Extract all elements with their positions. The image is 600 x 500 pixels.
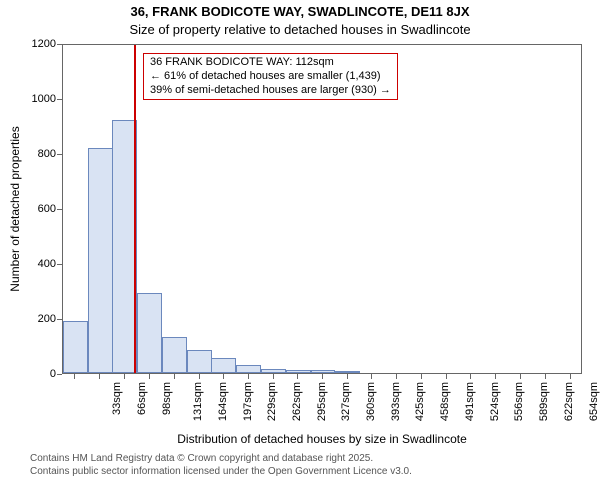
- x-tick-mark: [545, 374, 546, 379]
- x-axis-label: Distribution of detached houses by size …: [62, 432, 582, 446]
- x-tick-label: 458sqm: [439, 382, 451, 421]
- chart-title-line1: 36, FRANK BODICOTE WAY, SWADLINCOTE, DE1…: [0, 4, 600, 19]
- plot-area: 36 FRANK BODICOTE WAY: 112sqm← 61% of de…: [62, 44, 582, 374]
- histogram-bar: [236, 365, 261, 373]
- x-tick-label: 164sqm: [217, 382, 229, 421]
- x-tick-label: 327sqm: [340, 382, 352, 421]
- x-tick-mark: [396, 374, 397, 379]
- footnote-line2: Contains public sector information licen…: [30, 465, 412, 478]
- x-tick-label: 622sqm: [563, 382, 575, 421]
- y-tick-mark: [57, 319, 62, 320]
- x-tick-mark: [124, 374, 125, 379]
- x-tick-mark: [74, 374, 75, 379]
- x-tick-mark: [199, 374, 200, 379]
- x-tick-label: 556sqm: [513, 382, 525, 421]
- x-tick-label: 131sqm: [192, 382, 204, 421]
- x-tick-label: 393sqm: [390, 382, 402, 421]
- x-tick-label: 33sqm: [112, 382, 124, 415]
- x-tick-mark: [421, 374, 422, 379]
- x-tick-mark: [223, 374, 224, 379]
- x-tick-label: 66sqm: [136, 382, 148, 415]
- x-tick-mark: [570, 374, 571, 379]
- histogram-bar: [335, 371, 360, 373]
- x-tick-label: 98sqm: [161, 382, 173, 415]
- x-tick-mark: [347, 374, 348, 379]
- chart-title-line2: Size of property relative to detached ho…: [0, 22, 600, 37]
- x-tick-label: 360sqm: [365, 382, 377, 421]
- histogram-bar: [63, 321, 88, 373]
- y-tick-label: 800: [8, 148, 56, 160]
- x-tick-label: 295sqm: [316, 382, 328, 421]
- x-tick-label: 654sqm: [588, 382, 600, 421]
- annotation-box: 36 FRANK BODICOTE WAY: 112sqm← 61% of de…: [143, 53, 398, 100]
- marker-line: [134, 45, 136, 373]
- annotation-line: ← 61% of detached houses are smaller (1,…: [150, 70, 391, 84]
- y-tick-label: 1000: [8, 93, 56, 105]
- histogram-bar: [187, 350, 212, 373]
- histogram-bar: [261, 369, 286, 373]
- x-tick-mark: [371, 374, 372, 379]
- x-tick-label: 425sqm: [414, 382, 426, 421]
- histogram-bar: [137, 293, 162, 373]
- histogram-bar: [311, 370, 336, 373]
- x-tick-mark: [297, 374, 298, 379]
- y-tick-label: 200: [8, 313, 56, 325]
- y-tick-mark: [57, 374, 62, 375]
- footnote-line1: Contains HM Land Registry data © Crown c…: [30, 452, 412, 465]
- y-tick-label: 400: [8, 258, 56, 270]
- y-tick-mark: [57, 44, 62, 45]
- x-tick-mark: [149, 374, 150, 379]
- x-tick-label: 491sqm: [464, 382, 476, 421]
- x-tick-mark: [174, 374, 175, 379]
- y-tick-label: 0: [8, 368, 56, 380]
- x-tick-mark: [248, 374, 249, 379]
- y-tick-mark: [57, 209, 62, 210]
- annotation-line: 39% of semi-detached houses are larger (…: [150, 84, 391, 98]
- annotation-line: 36 FRANK BODICOTE WAY: 112sqm: [150, 56, 391, 70]
- x-tick-mark: [495, 374, 496, 379]
- y-tick-label: 600: [8, 203, 56, 215]
- x-tick-mark: [520, 374, 521, 379]
- histogram-bar: [286, 370, 311, 373]
- x-tick-mark: [322, 374, 323, 379]
- histogram-chart: 36, FRANK BODICOTE WAY, SWADLINCOTE, DE1…: [0, 0, 600, 500]
- x-tick-mark: [446, 374, 447, 379]
- histogram-bar: [211, 358, 236, 373]
- y-tick-mark: [57, 264, 62, 265]
- y-tick-mark: [57, 154, 62, 155]
- x-tick-mark: [470, 374, 471, 379]
- x-tick-mark: [99, 374, 100, 379]
- x-tick-label: 589sqm: [538, 382, 550, 421]
- y-tick-label: 1200: [8, 38, 56, 50]
- footnote: Contains HM Land Registry data © Crown c…: [30, 452, 412, 478]
- histogram-bar: [88, 148, 113, 374]
- y-tick-mark: [57, 99, 62, 100]
- histogram-bar: [162, 337, 187, 373]
- x-tick-label: 197sqm: [242, 382, 254, 421]
- x-tick-label: 262sqm: [291, 382, 303, 421]
- x-tick-label: 229sqm: [266, 382, 278, 421]
- x-tick-label: 524sqm: [489, 382, 501, 421]
- x-tick-mark: [273, 374, 274, 379]
